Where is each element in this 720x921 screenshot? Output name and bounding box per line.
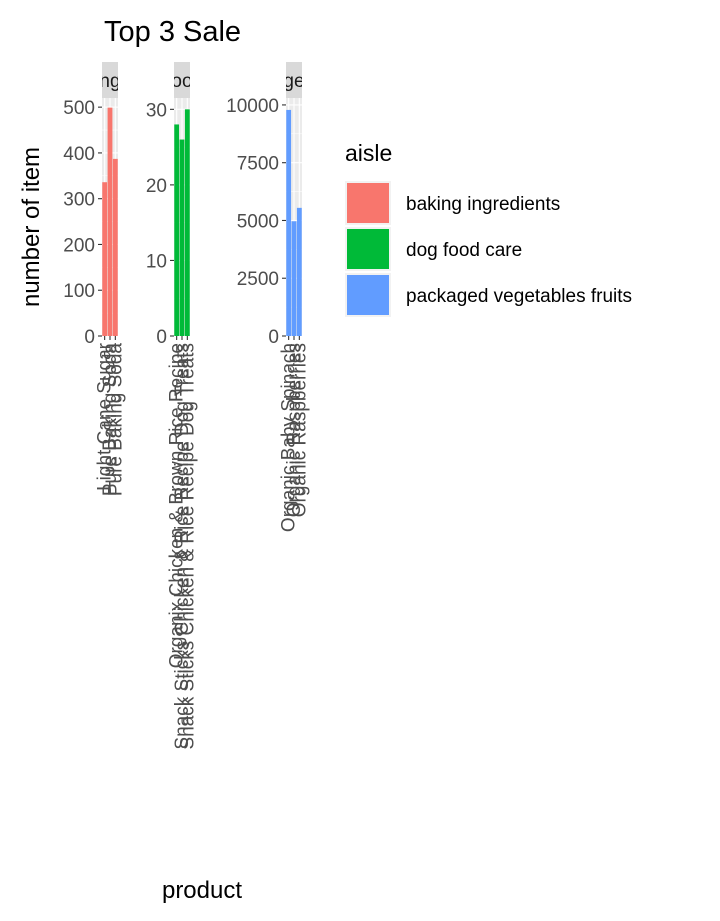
facet-strip <box>102 62 118 98</box>
x-tick-label: Snack Sticks Chicken & Rice Recipe Dog T… <box>172 343 193 750</box>
bar <box>184 109 190 336</box>
legend-item: dog food care <box>345 227 522 271</box>
y-tick-label: 0 <box>268 327 279 348</box>
bar <box>102 182 108 336</box>
facet-strip-label: oo <box>171 71 192 92</box>
facet-2: oo 0 10 20 30 Organix Chicken & Brown Rice Re… <box>146 62 198 750</box>
y-tick-label: 10000 <box>226 96 279 117</box>
y-tick-label: 300 <box>63 190 95 211</box>
y-tick-label: 500 <box>63 98 95 119</box>
facet-strip-label: ng <box>99 71 120 92</box>
x-tick-label: Snack Sticks Chicken & Rice Recipe Dog T… <box>177 343 198 750</box>
y-tick-label: 400 <box>63 144 95 165</box>
bar <box>112 158 118 336</box>
chart-title: Top 3 Sale <box>104 16 241 48</box>
legend-title: aisle <box>345 140 392 166</box>
legend-swatch <box>347 229 389 269</box>
x-tick-label: Organic Raspberries <box>289 343 310 517</box>
bar <box>296 207 302 336</box>
y-tick-label: 0 <box>84 327 95 348</box>
facet-strip-label: ge <box>283 71 304 92</box>
facet-strip <box>174 62 190 98</box>
legend-label: dog food care <box>406 240 522 261</box>
y-tick-label: 2500 <box>237 269 279 290</box>
facet-3: ge 0 2500 5000 7500 10000 Organic Baby Spinach… <box>226 62 310 532</box>
x-tick-label: Light Cane Sugar <box>95 342 116 491</box>
y-tick-label: 0 <box>156 327 167 348</box>
x-tick-label: Pure Baking Soda <box>100 343 121 497</box>
x-axis-title: product <box>162 877 242 904</box>
legend-label: baking ingredients <box>406 194 560 215</box>
bar <box>179 139 185 336</box>
y-tick-label: 10 <box>146 251 167 272</box>
legend-items: baking ingredients dog food care packaged … <box>345 181 632 317</box>
bar <box>174 124 180 336</box>
legend: aisle baking ingredients dog food care pac… <box>345 140 632 317</box>
y-tick-label: 7500 <box>237 154 279 175</box>
y-tick-label: 30 <box>146 100 167 121</box>
x-tick-label: Organix Chicken & Brown Rice Recipe <box>167 343 188 668</box>
x-tick-label: Pure Baking Soda <box>105 343 126 497</box>
facet-strip <box>286 62 302 98</box>
y-tick-label: 5000 <box>237 211 279 232</box>
legend-item: baking ingredients <box>345 181 560 225</box>
y-axis-title: number of item <box>18 147 45 307</box>
bar <box>286 109 292 337</box>
y-tick-label: 100 <box>63 281 95 302</box>
legend-item: packaged vegetables fruits <box>345 273 632 317</box>
y-tick-label: 20 <box>146 176 167 197</box>
legend-swatch <box>347 183 389 223</box>
x-tick-label: Organic Baby Spinach <box>279 343 300 532</box>
legend-swatch <box>347 275 389 315</box>
legend-label: packaged vegetables fruits <box>406 286 632 307</box>
y-tick-label: 200 <box>63 235 95 256</box>
bar <box>107 107 113 336</box>
bar <box>291 221 297 336</box>
x-tick-label: Organic Raspberries <box>284 343 305 517</box>
